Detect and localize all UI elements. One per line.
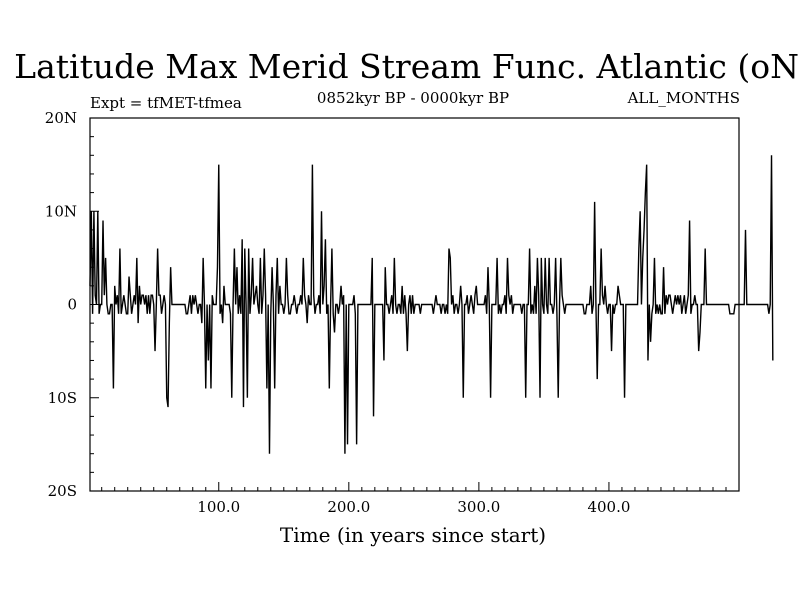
x-tick-label: 100.0: [197, 498, 240, 516]
y-tick-label: 10N: [45, 202, 77, 220]
time-range-label: 0852kyr BP - 0000kyr BP: [317, 89, 509, 107]
chart-title: Latitude Max Merid Stream Func. Atlantic…: [14, 47, 800, 86]
x-tick-label: 400.0: [587, 498, 630, 516]
series-line: [89, 155, 774, 454]
months-label: ALL_MONTHS: [627, 89, 740, 107]
plot-frame: [89, 117, 740, 492]
y-tick-label: 20N: [45, 109, 77, 127]
y-tick-label: 0: [67, 296, 77, 314]
plot-area: 100.0 200.0 300.0 400.0 20N 10N 0 10S 20S: [45, 109, 774, 516]
x-tick-label: 200.0: [327, 498, 370, 516]
x-tick-label: 300.0: [457, 498, 500, 516]
y-tick-label: 20S: [48, 482, 77, 500]
experiment-label: Expt = tfMET-tfmea: [90, 94, 242, 112]
x-axis-label: Time (in years since start): [280, 523, 546, 547]
y-tick-label: 10S: [48, 389, 77, 407]
